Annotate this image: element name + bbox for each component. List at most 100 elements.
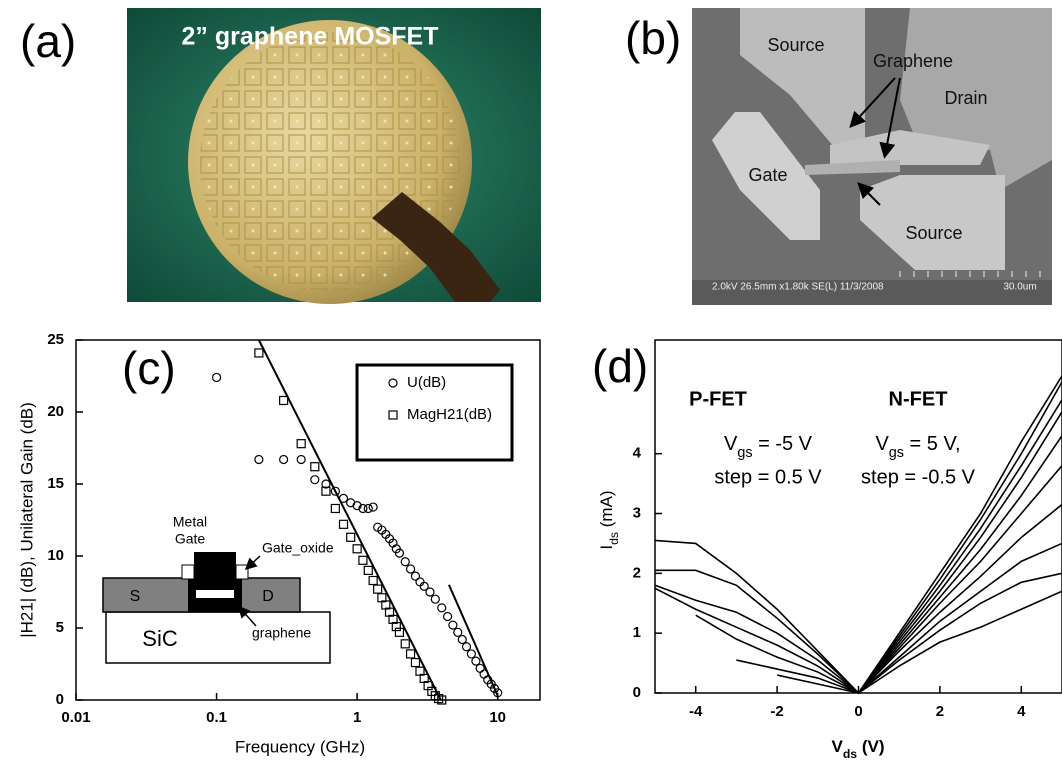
point: [311, 463, 319, 471]
x-tick-label: 0.1: [206, 709, 227, 726]
point: [364, 566, 372, 574]
fit-line: [449, 585, 498, 696]
point: [431, 595, 439, 603]
y-tick-label: 25: [47, 331, 64, 348]
photo-label: Source: [767, 35, 824, 55]
annotation: P-FET: [689, 388, 747, 410]
annotation-part: gs: [737, 445, 752, 461]
page: 2” graphene MOSFET (a)(b)(c)(d)SourceGra…: [0, 0, 1062, 769]
point: [467, 650, 475, 658]
point: [331, 504, 339, 512]
y-axis-label: |H21| (dB), Unilateral Gain (dB): [17, 402, 36, 638]
gate-oxide: [196, 590, 234, 598]
curve: [859, 543, 1062, 693]
photo-label: Drain: [944, 88, 987, 108]
point: [369, 576, 377, 584]
annotation: Vgs = -5 V: [724, 433, 813, 461]
x-tick-label: -2: [770, 703, 783, 720]
point: [280, 456, 288, 464]
inset-label: D: [262, 588, 274, 605]
panel-label: (d): [592, 340, 648, 392]
y-axis-label-part: ds: [607, 532, 621, 545]
legend-label: U(dB): [407, 374, 446, 391]
sem-info: 2.0kV 26.5mm x1.80k SE(L) 11/3/2008: [712, 282, 884, 293]
photo-label: Source: [905, 223, 962, 243]
point: [476, 664, 484, 672]
annotation-part: V: [724, 433, 738, 455]
y-tick-label: 0: [633, 684, 641, 701]
x-tick-label: 1: [353, 709, 361, 726]
x-axis-label: Vds (V): [831, 737, 884, 761]
point: [297, 440, 305, 448]
point: [444, 612, 452, 620]
arrow: [247, 556, 260, 568]
x-tick-label: 2: [936, 703, 944, 720]
inset-label: S: [130, 588, 141, 605]
point: [353, 545, 361, 553]
point: [369, 503, 377, 511]
point: [438, 604, 446, 612]
annotation: Vgs = 5 V,: [875, 433, 960, 461]
point: [472, 657, 480, 665]
y-axis-label-part: (mA): [597, 490, 616, 532]
metal-gate: [194, 552, 236, 572]
point: [407, 565, 415, 573]
inset-diagram: [103, 552, 330, 663]
y-tick-label: 15: [47, 475, 64, 492]
y-tick-label: 20: [47, 403, 64, 420]
curve: [777, 505, 1062, 693]
point: [359, 556, 367, 564]
point: [213, 373, 221, 381]
x-axis-label-part: (V): [857, 737, 884, 756]
figure: 2” graphene MOSFET (a)(b)(c)(d)SourceGra…: [0, 0, 1062, 769]
photo-title: 2” graphene MOSFET: [182, 23, 439, 51]
annotation-part: = 5 V,: [904, 433, 961, 455]
point: [311, 476, 319, 484]
x-tick-label: 0: [854, 703, 862, 720]
x-axis-label-part: V: [831, 737, 843, 756]
point: [364, 504, 372, 512]
x-tick-label: 10: [489, 709, 506, 726]
point: [411, 659, 419, 667]
y-tick-label: 4: [633, 445, 642, 462]
inset-label: Metal: [173, 514, 207, 530]
point: [458, 636, 466, 644]
x-tick-label: 0.01: [61, 709, 90, 726]
panel-label: (b): [625, 12, 681, 64]
inset-label: SiC: [142, 626, 178, 651]
annotation-part: = -5 V: [753, 433, 813, 455]
curve: [655, 376, 1062, 693]
annotation-part: gs: [889, 445, 904, 461]
oxide-side: [182, 565, 194, 579]
point: [463, 643, 471, 651]
legend-label: MagH21(dB): [407, 406, 492, 423]
inset-label: Gate: [175, 531, 206, 547]
curve: [655, 400, 1062, 693]
inset-label: graphene: [252, 625, 311, 641]
curve: [655, 412, 1062, 693]
y-tick-label: 3: [633, 504, 641, 521]
point: [395, 628, 403, 636]
y-tick-label: 2: [633, 564, 641, 581]
point: [280, 396, 288, 404]
point: [401, 558, 409, 566]
oxide-side: [236, 565, 248, 579]
point: [374, 585, 382, 593]
x-axis-label-part: ds: [843, 747, 857, 761]
photo-label: Graphene: [873, 51, 953, 71]
x-tick-label: 4: [1017, 703, 1026, 720]
inset-label: Gate_oxide: [262, 540, 334, 556]
x-axis-label: Frequency (GHz): [235, 737, 365, 756]
annotation: step = 0.5 V: [714, 466, 822, 488]
y-tick-label: 1: [633, 624, 641, 641]
point: [297, 456, 305, 464]
point: [407, 650, 415, 658]
curve: [736, 466, 1062, 693]
point: [340, 520, 348, 528]
y-tick-label: 0: [56, 691, 64, 708]
point: [449, 621, 457, 629]
point: [255, 456, 263, 464]
panel-label: (a): [20, 15, 76, 67]
photo-a: 2” graphene MOSFET: [127, 8, 541, 304]
point: [347, 533, 355, 541]
